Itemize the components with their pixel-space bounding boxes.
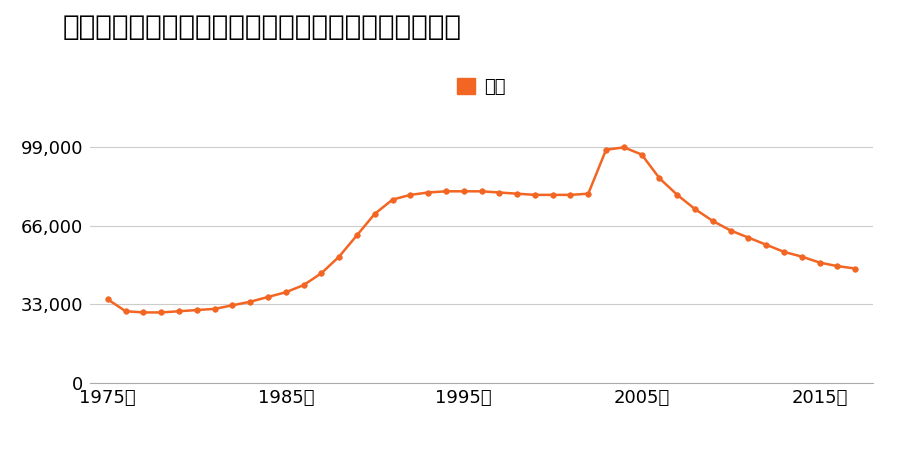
- Legend: 価格: 価格: [450, 71, 513, 104]
- Text: 茨城県水戸市見和町字曲手ヨリ東６３番９の地価推移: 茨城県水戸市見和町字曲手ヨリ東６３番９の地価推移: [63, 14, 462, 41]
